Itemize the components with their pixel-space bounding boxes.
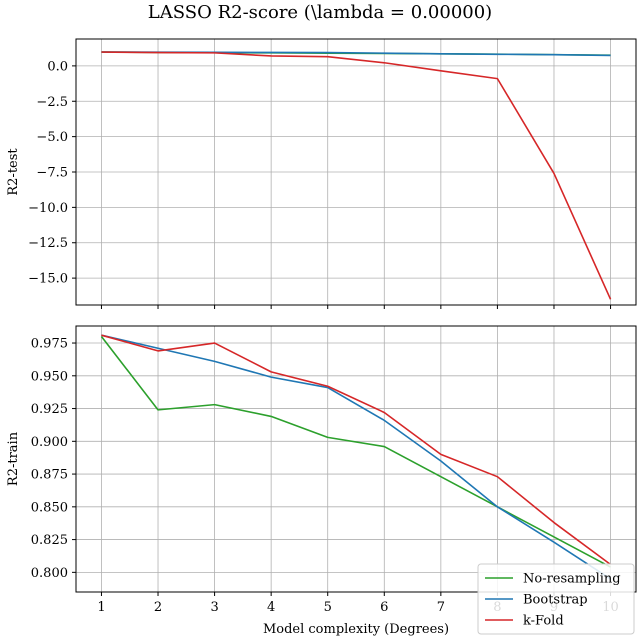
r2-train-xtick-label: 5 [324, 600, 332, 615]
r2-test-y-axis-label: R2-test [6, 148, 21, 196]
r2-train-xtick-label: 3 [210, 600, 218, 615]
r2-train-series-no_resampling [100, 335, 611, 568]
r2-test-panel: 0.0 −2.5 −5.0 −7.5 −10.0 −12.5 −15.0 R2-test [6, 38, 637, 309]
r2-train-ytick-label: 0.900 [31, 435, 68, 450]
r2-train-ytick-label: 0.800 [31, 566, 68, 581]
r2-test-ytick-label: 0.0 [47, 59, 68, 74]
r2-train-ytick-label: 0.975 [31, 337, 68, 352]
r2-train-xtick-label: 2 [154, 600, 162, 615]
r2-test-ytick-label: −5.0 [36, 130, 68, 145]
legend-box [477, 563, 635, 635]
x-axis-label: Model complexity (Degrees) [263, 622, 449, 637]
r2-train-ytick-label: 0.850 [31, 500, 68, 515]
legend: No-resampling Bootstrap k-Fold [477, 563, 635, 635]
r2-test-ytick-label: −10.0 [28, 201, 68, 216]
r2-train-xtick-label: 6 [380, 600, 388, 615]
r2-train-ytick-label: 0.925 [31, 402, 68, 417]
r2-train-series-kfold [101, 334, 612, 566]
r2-train-ytick-label: 0.825 [31, 533, 68, 548]
r2-train-xtick-label: 4 [267, 600, 275, 615]
r2-train-xtick-label: 1 [97, 600, 105, 615]
r2-train-ytick-label: 0.950 [31, 369, 68, 384]
r2-train-ytick-label: 0.875 [31, 468, 68, 483]
r2-train-y-axis-label: R2-train [6, 431, 21, 486]
legend-label-kfold: k-Fold [523, 614, 564, 629]
legend-label-no_resampling: No-resampling [523, 572, 621, 587]
r2-test-series-kfold [101, 51, 612, 300]
figure-title: LASSO R2-score (\lambda = 0.00000) [148, 2, 492, 23]
r2-train-xtick-label: 7 [437, 600, 445, 615]
r2-test-ytick-label: −15.0 [28, 272, 68, 287]
r2-test-ytick-label: −12.5 [28, 236, 68, 251]
r2-train-series-bootstrap [101, 334, 611, 580]
r2-test-ytick-label: −2.5 [36, 95, 68, 110]
r2-train-axes-frame [75, 325, 637, 593]
legend-label-bootstrap: Bootstrap [523, 593, 588, 608]
r2-test-ytick-label: −7.5 [36, 166, 68, 181]
